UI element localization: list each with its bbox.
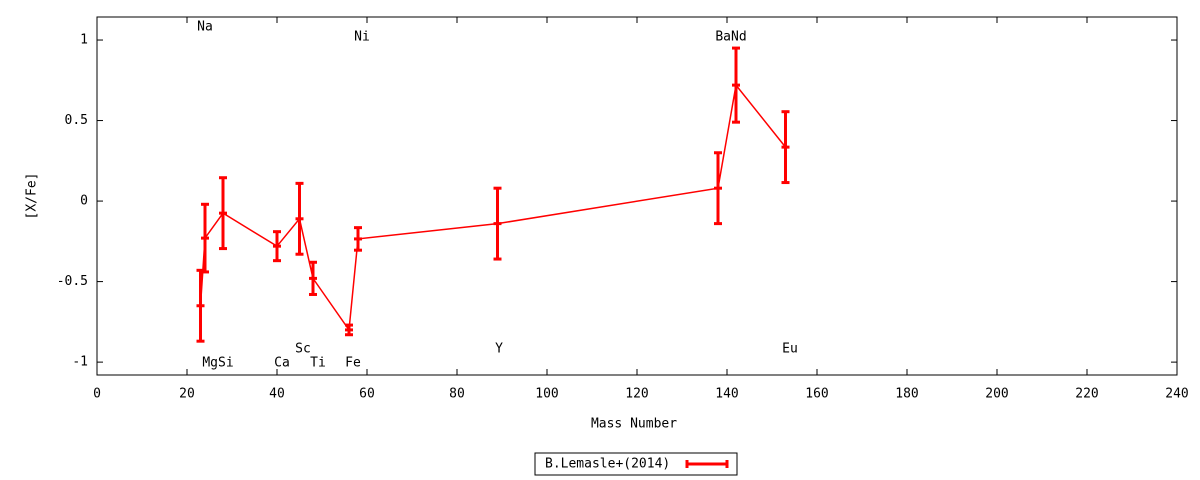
- x-tick-label: 240: [1165, 387, 1188, 402]
- x-tick-label: 0: [93, 387, 101, 402]
- y-tick-label: -1: [72, 355, 88, 370]
- y-tick-label: -0.5: [57, 274, 88, 289]
- legend-box: [534, 452, 738, 476]
- y-tick-label: 0: [80, 194, 88, 209]
- y-tick-label: 0.5: [65, 113, 88, 128]
- x-tick-label: 120: [625, 387, 648, 402]
- error-bar: [219, 176, 227, 251]
- element-label: Sc: [295, 342, 311, 357]
- y-axis-label: [X/Fe]: [25, 173, 40, 220]
- x-tick-label: 160: [805, 387, 828, 402]
- x-tick-label: 40: [269, 387, 285, 402]
- x-tick-label: 220: [1075, 387, 1098, 402]
- element-label: Ni: [354, 30, 370, 45]
- error-bar: [201, 202, 209, 274]
- element-label: Na: [197, 20, 213, 35]
- element-label: Y: [495, 342, 503, 357]
- plot-frame: [96, 16, 1178, 376]
- element-label: MgSi: [202, 356, 233, 371]
- x-tick-label: 60: [359, 387, 375, 402]
- x-tick-label: 200: [985, 387, 1008, 402]
- x-tick-label: 20: [179, 387, 195, 402]
- y-tick-label: 1: [80, 33, 88, 48]
- element-label: Ca: [274, 356, 290, 371]
- x-tick-label: 80: [449, 387, 465, 402]
- error-bar: [273, 230, 281, 263]
- error-bar: [354, 226, 362, 252]
- series-line: [199, 83, 787, 333]
- error-bar: [196, 268, 205, 343]
- element-label: Ti: [310, 356, 326, 371]
- legend-label: B.Lemasle+(2014): [545, 457, 670, 472]
- x-tick-label: 100: [535, 387, 558, 402]
- element-label: BaNd: [715, 30, 746, 45]
- error-bar: [493, 186, 502, 261]
- x-tick-label: 180: [895, 387, 918, 402]
- x-axis-label: Mass Number: [591, 417, 677, 432]
- element-label: Eu: [782, 342, 798, 357]
- error-bar: [309, 260, 317, 296]
- error-bar: [345, 323, 353, 337]
- error-bar: [714, 151, 722, 226]
- element-label: Fe: [345, 356, 361, 371]
- x-tick-label: 140: [715, 387, 738, 402]
- error-bar: [781, 110, 790, 185]
- error-bar: [295, 181, 304, 256]
- error-bar: [732, 46, 740, 124]
